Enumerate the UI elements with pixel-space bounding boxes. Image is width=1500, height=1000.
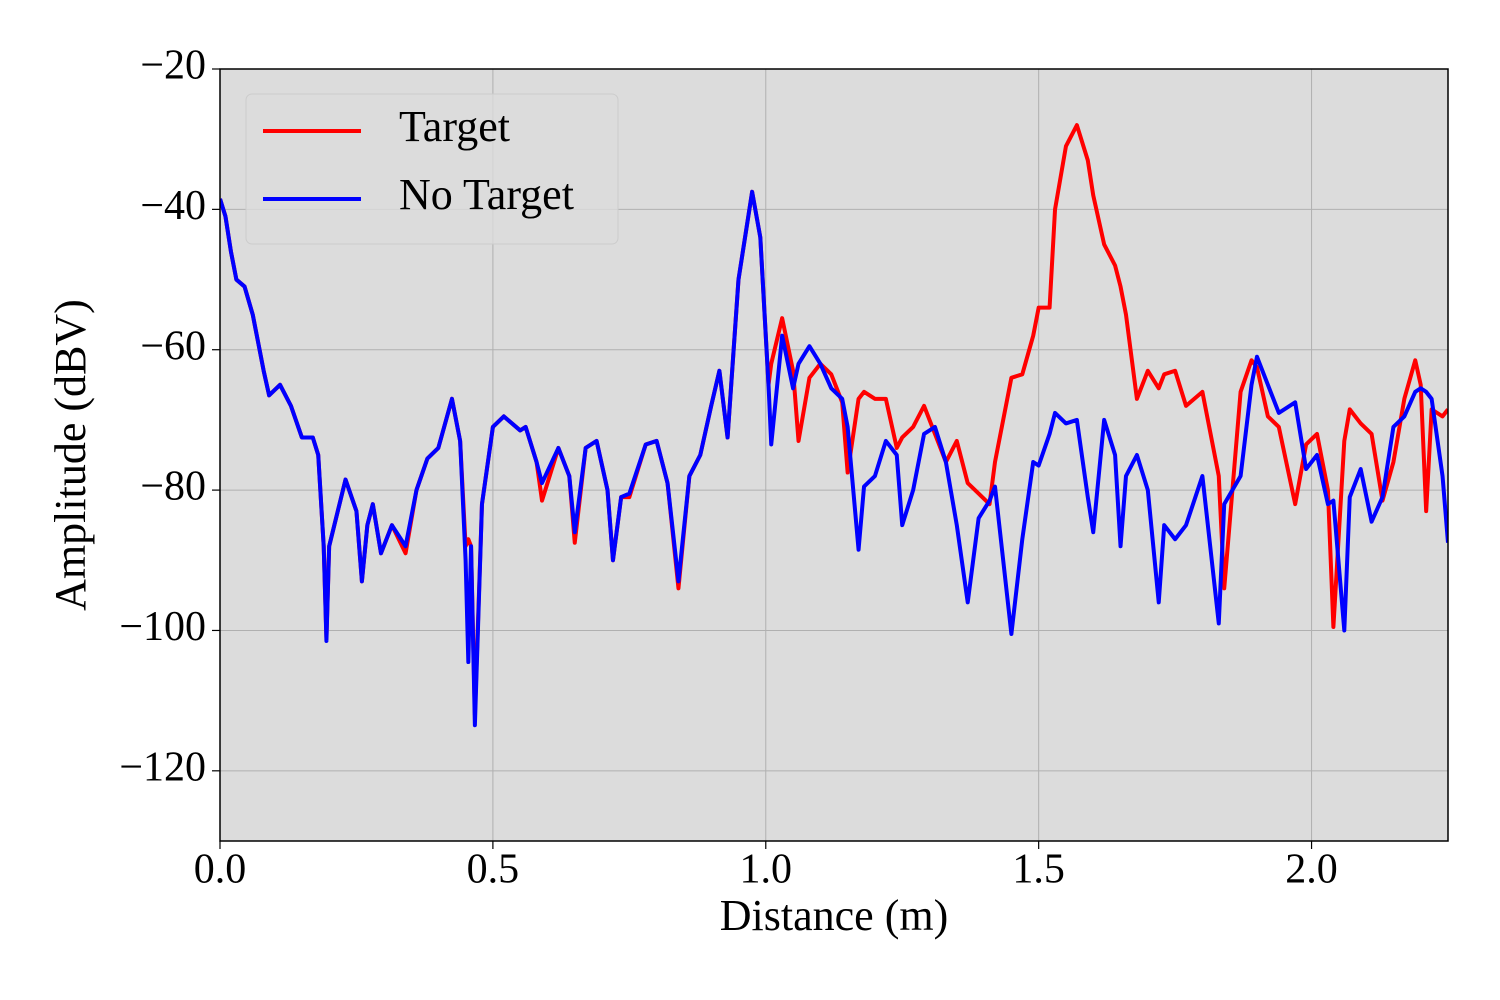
x-tick-label: 0.5 [467,847,520,893]
x-axis-label: Distance (m) [720,891,948,940]
legend: Target No Target [245,93,619,245]
y-tick-label: −80 [140,464,206,510]
x-tick-label: 1.0 [740,847,793,893]
plot-frame [219,68,1449,842]
data-line [220,189,1448,728]
x-tick-label: 1.5 [1012,847,1065,893]
y-tick-label: −40 [140,183,206,229]
lines [220,123,1448,728]
y-tick-label: −20 [140,43,206,89]
legend-label: Target [399,102,510,151]
y-tick-label: −60 [140,323,206,369]
x-tick-label: 0.0 [194,847,247,893]
x-tick-label: 2.0 [1285,847,1338,893]
ticks: 0.0 0.5 1.0 1.5 2.0 −120 −100 −80 −60 −40 −20 [119,43,1337,893]
y-tick-label: −120 [119,744,206,790]
y-axis-label: Amplitude (dBV) [46,299,95,611]
legend-label: No Target [399,170,574,219]
y-tick-label: −100 [119,604,206,650]
